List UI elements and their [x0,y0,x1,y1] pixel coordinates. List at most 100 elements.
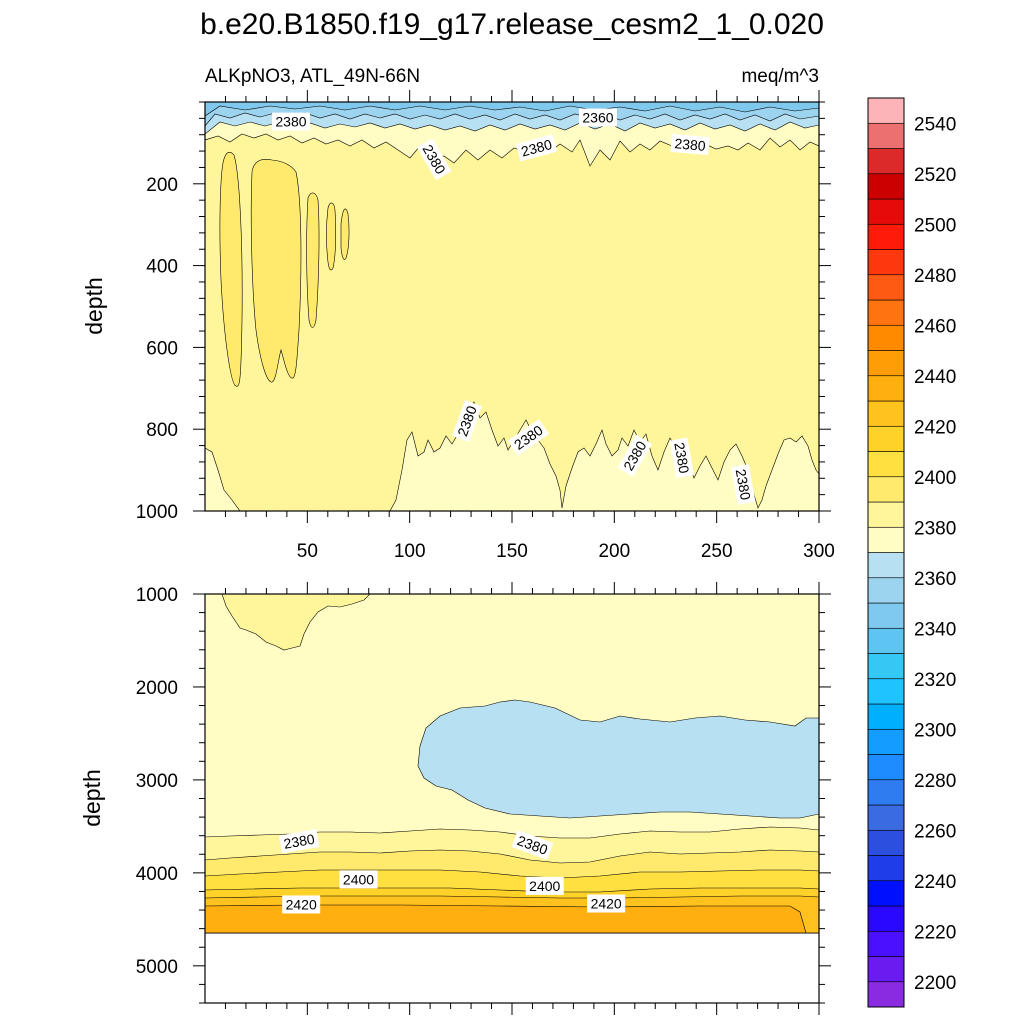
contour-label-text: 2380 [282,831,316,852]
colorbar-swatch [867,198,905,225]
colorbar-tick-label: 2520 [914,165,956,186]
colorbar: 2200 2220 2240 2260 2280 2300 2320 2340 2360 2380… [867,97,956,1008]
colorbar-swatch [867,425,905,452]
colorbar-tick-label: 2380 [914,518,956,539]
colorbar-swatch [867,880,905,907]
units-label: meq/m^3 [741,66,819,87]
colorbar-tick-label: 2500 [914,215,956,236]
colorbar-swatch [867,956,905,983]
colorbar-swatch [867,779,905,806]
colorbar-swatch [867,274,905,301]
colorbar-swatch [867,754,905,781]
upper-fill-2390-blob-2 [250,159,302,383]
contour-label-bg [339,870,378,889]
contour-label: 2400 [339,870,378,889]
contour-label: 2400 [525,876,564,895]
colorbar-swatch [867,324,905,351]
contour-label-bg [282,895,321,914]
contour-label-bg [617,434,653,477]
upper-fill-2370-bottom [205,401,819,511]
contour-label-bg [511,830,554,860]
lower-panel [205,594,819,1003]
colorbar-swatch [867,577,905,604]
colorbar-tick-label: 2300 [914,720,956,741]
contour-label: 2380 [507,419,550,456]
lower-y-tick-label: 5000 [136,957,178,978]
axes: 50 100 150 200 250 300 200 400 600 800 1000 1000 200… [136,90,835,1015]
colorbar-swatch [867,981,905,1008]
contour-label-bg [731,464,756,505]
x-tick-label: 200 [598,541,630,562]
colorbar-swatch [867,804,905,831]
colorbar-swatch [867,602,905,629]
contour-label-bg [578,108,617,127]
colorbar-swatch [867,173,905,200]
contour-label-text: 2400 [529,878,560,894]
lower-y-axis-label: depth [79,769,105,827]
lower-fill-2360-blob [417,699,819,819]
colorbar-swatch [867,552,905,579]
lower-y-tick-label: 3000 [136,771,178,792]
contour-label-bg [515,134,558,162]
upper-y-axis-label: depth [81,277,107,335]
contour-label-bg [452,400,482,442]
variable-label: ALKpNO3, ATL_49N-66N [205,66,420,87]
upper-y-tick-label: 200 [146,175,178,196]
contour-label-bg [278,829,320,854]
colorbar-swatch [867,905,905,932]
contour-label: 2380 [271,112,310,131]
colorbar-swatch [867,249,905,276]
upper-y-tick-label: 1000 [136,502,178,523]
colorbar-swatch [867,122,905,149]
colorbar-swatch [867,930,905,957]
contour-label-bg [271,112,310,131]
colorbar-tick-label: 2340 [914,619,956,640]
contour-label: 2380 [669,437,695,479]
colorbar-tick-label: 2280 [914,771,956,792]
colorbar-swatch [867,627,905,654]
colorbar-tick-label: 2400 [914,468,956,489]
contour-label-text: 2420 [591,896,622,912]
colorbar-frame [867,97,905,1008]
contour-label: 2380 [515,134,558,162]
contour-label-text: 2400 [343,871,374,887]
colorbar-tick-label: 2440 [914,367,956,388]
contour-label: 2420 [587,894,626,913]
upper-y-tick-label: 600 [146,338,178,359]
contour-label: 2380 [670,133,710,156]
colorbar-swatch [867,855,905,882]
contour-label-text: 2360 [582,110,613,126]
colorbar-tick-label: 2480 [914,266,956,287]
contour-label: 2420 [282,895,321,914]
contour-label-bg [669,437,695,479]
colorbar-swatch [867,829,905,856]
x-tick-label: 300 [803,541,835,562]
upper-y-tick-label: 400 [146,257,178,278]
colorbar-tick-label: 2360 [914,569,956,590]
colorbar-tick-label: 2200 [914,973,956,994]
contour-label-bg [670,133,710,156]
lower-y-tick-label: 4000 [136,864,178,885]
x-tick-label: 250 [701,541,733,562]
colorbar-swatch [867,375,905,402]
upper-fill-2390-blob-3 [306,192,320,328]
colorbar-swatch [867,678,905,705]
colorbar-swatch [867,223,905,250]
colorbar-tick-label: 2240 [914,872,956,893]
colorbar-tick-label: 2460 [914,316,956,337]
colorbar-tick-label: 2420 [914,417,956,438]
colorbar-swatch [867,148,905,175]
upper-panel [205,102,819,511]
x-tick-label: 50 [297,541,318,562]
colorbar-swatch [867,451,905,478]
upper-fill-2390-blob-1 [219,151,243,387]
x-tick-label: 100 [394,541,426,562]
contour-label-text: 2380 [671,441,692,475]
contour-label: 2360 [578,108,617,127]
colorbar-swatch [867,501,905,528]
upper-fill-2390-blob-4 [326,202,336,271]
colorbar-swatch [867,703,905,730]
lower-y-tick-label: 2000 [136,678,178,699]
